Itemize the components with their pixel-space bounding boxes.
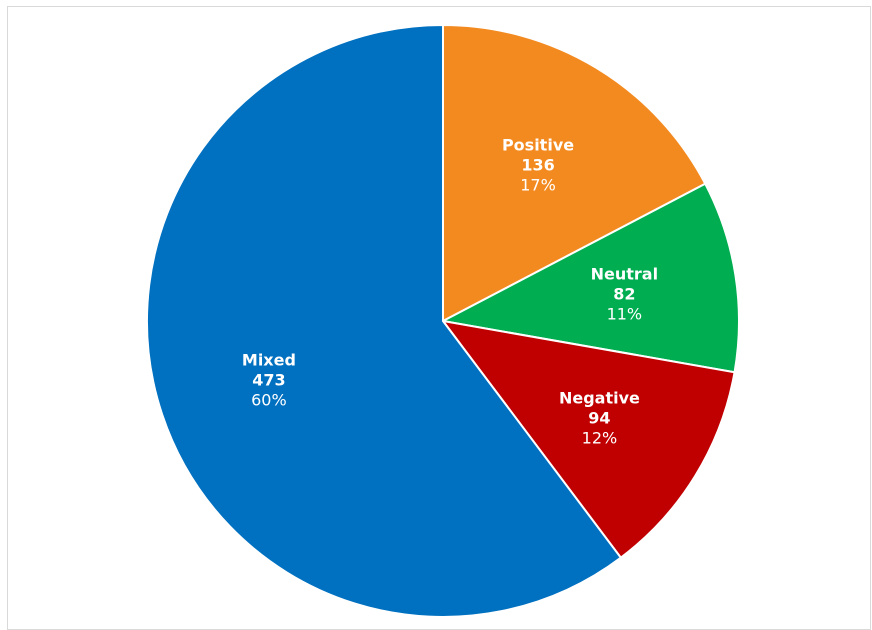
data-label-name: Mixed	[242, 351, 296, 370]
data-label-name: Negative	[559, 388, 640, 407]
data-label-value: 136	[521, 155, 554, 174]
data-label-percent: 12%	[582, 428, 618, 447]
data-label-value: 473	[252, 371, 285, 390]
pie-slice-mixed	[146, 23, 623, 618]
pie-slice-positive	[442, 23, 707, 323]
data-label-name: Positive	[502, 135, 574, 154]
data-label-percent: 17%	[520, 175, 556, 194]
pie-slices	[146, 23, 740, 618]
data-label-value: 82	[613, 284, 635, 303]
data-label-value: 94	[588, 408, 610, 427]
pie-slice-negative	[440, 319, 736, 560]
pie-slice-neutral	[439, 182, 740, 374]
data-label-name: Neutral	[591, 264, 658, 283]
data-label-percent: 11%	[607, 304, 643, 323]
data-label-percent: 60%	[251, 391, 287, 410]
